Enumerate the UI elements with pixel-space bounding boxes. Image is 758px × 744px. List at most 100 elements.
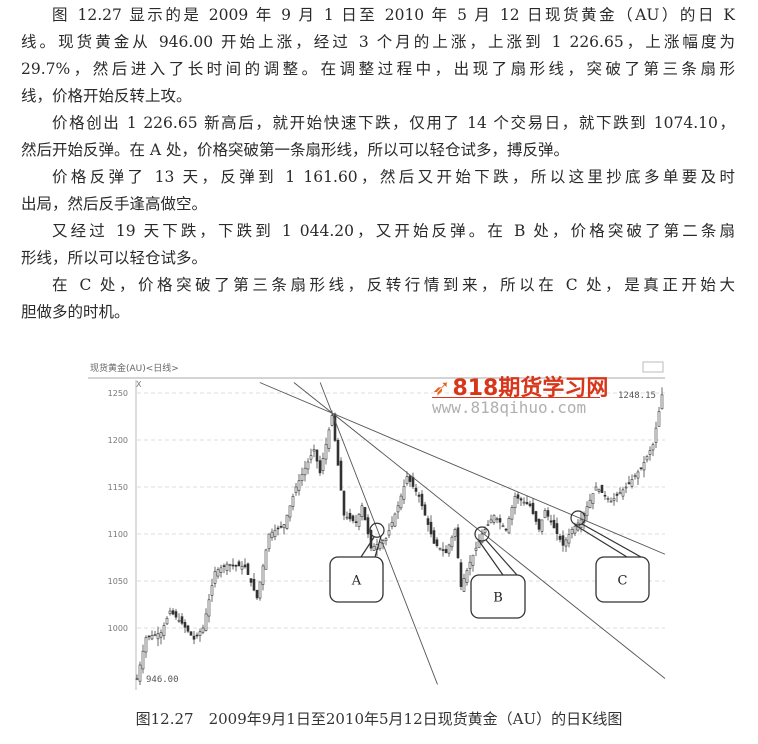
- candle-body: [294, 486, 298, 493]
- candle-body: [564, 539, 568, 547]
- candle-body: [285, 514, 289, 529]
- candle-body: [276, 527, 280, 530]
- candle: [531, 497, 535, 516]
- candle: [429, 515, 433, 538]
- candle-body: [144, 637, 148, 653]
- candle-body: [495, 518, 499, 521]
- candle-body: [432, 530, 436, 544]
- candle: [300, 467, 304, 486]
- candle-body: [150, 635, 154, 640]
- fan-line: [293, 382, 666, 679]
- candle: [504, 528, 508, 532]
- candle-body: [501, 525, 505, 528]
- candle: [621, 487, 625, 500]
- candle-body: [411, 476, 415, 487]
- candle-body: [402, 486, 406, 500]
- candle: [342, 489, 346, 521]
- candle-body: [354, 521, 358, 524]
- candle-body: [216, 569, 220, 577]
- candle-body: [336, 439, 340, 466]
- candle: [423, 501, 427, 516]
- paragraph: 图 12.27 显示的是 2009 年 9 月 1 日至 2010 年 5 月 …: [21, 2, 735, 110]
- candle-body: [225, 563, 229, 571]
- candle-body: [627, 482, 631, 484]
- text-line: 在 C 处，价格突破了第三条扇形线，反转行情到来，所以在 C 处，是真正开始大: [52, 276, 735, 294]
- candle: [186, 624, 190, 633]
- candle: [351, 514, 355, 524]
- candle: [498, 514, 502, 530]
- candle: [273, 524, 277, 541]
- candle-body: [222, 565, 226, 567]
- candle-body: [252, 579, 256, 591]
- candle-body: [306, 461, 310, 470]
- candle: [324, 437, 328, 465]
- candle-body: [240, 566, 244, 570]
- candle-body: [456, 527, 460, 559]
- candle-body: [369, 529, 373, 549]
- candle: [393, 512, 397, 528]
- y-tick-label: 1250: [108, 389, 128, 398]
- candle-body: [441, 549, 445, 551]
- candle: [597, 488, 601, 494]
- candle-body: [408, 475, 412, 482]
- candle-body: [288, 505, 292, 518]
- candle-body: [519, 498, 523, 501]
- candle-body: [540, 519, 544, 532]
- candle-body: [507, 518, 511, 534]
- candle-body: [189, 631, 193, 636]
- candle-body: [141, 650, 145, 670]
- watermark-url: www.818qihuo.com: [432, 398, 587, 417]
- callout-box: [470, 574, 526, 619]
- candle: [519, 496, 523, 507]
- candle: [144, 635, 148, 658]
- candle: [390, 516, 394, 530]
- candle: [636, 469, 640, 486]
- candle: [516, 492, 520, 504]
- candle: [237, 559, 241, 567]
- candle: [219, 564, 223, 578]
- candle-body: [327, 429, 331, 449]
- candle-body: [135, 678, 139, 681]
- candle-body: [603, 494, 607, 497]
- candle: [600, 484, 604, 493]
- candle-body: [462, 578, 466, 592]
- candle: [303, 460, 307, 482]
- candle: [489, 514, 493, 524]
- candle-body: [504, 528, 508, 531]
- candle-body: [234, 565, 238, 567]
- candle: [156, 626, 160, 647]
- candle-body: [282, 524, 286, 529]
- candle: [327, 427, 331, 452]
- candle: [651, 442, 655, 457]
- callout-label: B: [493, 591, 503, 606]
- candle: [567, 528, 571, 548]
- window-control-icon[interactable]: [642, 361, 664, 373]
- candle-body: [513, 496, 517, 509]
- candle: [657, 407, 661, 427]
- candle-body: [465, 570, 469, 583]
- candle-body: [228, 564, 232, 566]
- y-tick-label: 1000: [108, 624, 128, 633]
- candle-body: [447, 544, 451, 554]
- candle: [450, 535, 454, 551]
- breakout-circle: [474, 526, 490, 542]
- candle-body: [348, 512, 352, 520]
- candle: [291, 493, 295, 511]
- candle: [333, 412, 337, 442]
- candle: [252, 572, 256, 592]
- candle-body: [198, 631, 202, 636]
- candle: [180, 613, 184, 626]
- candle: [630, 474, 634, 489]
- candle: [432, 527, 436, 545]
- candle-body: [399, 495, 403, 509]
- watermark-logo: ➶818期货学习网: [432, 370, 608, 402]
- candle: [309, 448, 313, 464]
- candle: [420, 490, 424, 510]
- candle-body: [435, 539, 439, 547]
- candle: [624, 482, 628, 494]
- candle: [564, 537, 568, 553]
- high-price-label: 1248.15: [618, 391, 656, 401]
- candle-body: [546, 510, 550, 517]
- candle-body: [558, 535, 562, 540]
- candle-body: [267, 533, 271, 550]
